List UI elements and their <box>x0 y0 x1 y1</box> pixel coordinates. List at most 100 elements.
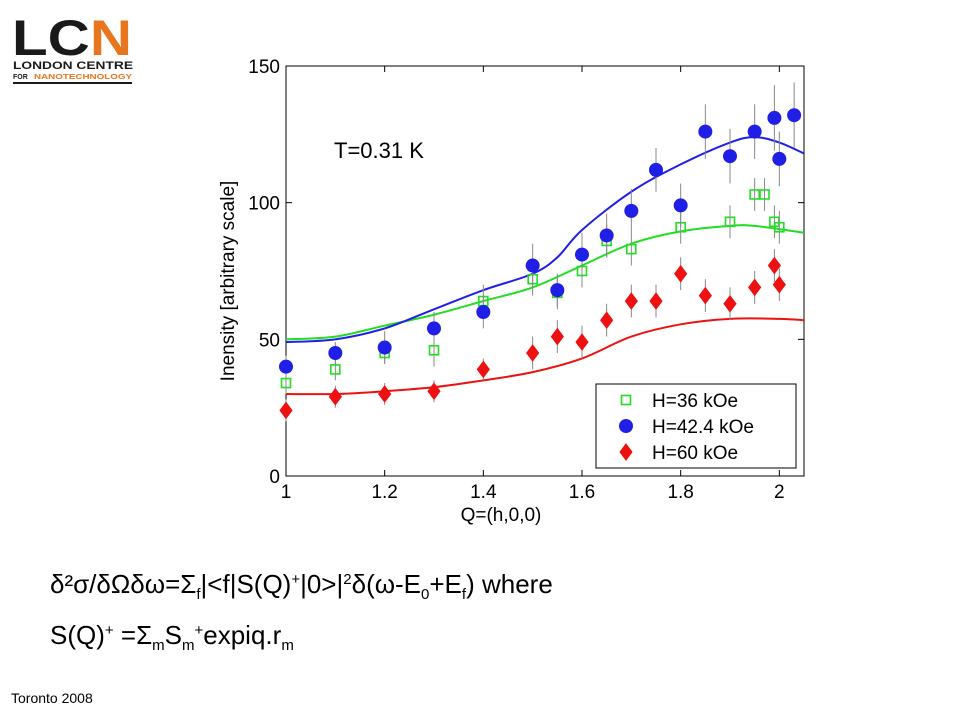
data-point-series-1 <box>673 198 688 213</box>
data-point-series-2 <box>550 327 564 346</box>
y-axis-label: Inensity [arbitrary scale] <box>218 181 239 382</box>
data-point-series-1 <box>427 321 441 336</box>
data-point-series-1 <box>599 228 614 243</box>
data-point-series-2 <box>427 382 441 401</box>
data-point-series-2 <box>600 311 614 330</box>
data-point-series-0 <box>330 364 341 375</box>
legend-label-1: H=42.4 kOe <box>652 417 754 438</box>
plot-frame <box>285 65 805 477</box>
data-point-series-1 <box>698 124 713 139</box>
x-axis-label: Q=(h,0,0) <box>461 505 542 526</box>
data-point-series-0 <box>749 189 760 200</box>
formula2-s: S <box>164 620 182 650</box>
formula2-sup-plus2: + <box>194 622 204 639</box>
logo-line1: LONDON CENTRE <box>13 60 133 72</box>
formula2-sub-m: m <box>152 637 165 654</box>
formula-sigma: Σ <box>180 569 197 599</box>
x-tick-label: 2 <box>774 482 785 503</box>
data-point-series-0 <box>724 216 736 228</box>
data-point-series-2 <box>698 286 712 305</box>
formula2-eq: = <box>113 620 137 650</box>
formula2-sup-plus: + <box>104 622 114 639</box>
legend-label-2: H=60 kOe <box>652 443 738 464</box>
data-point-series-0 <box>774 221 785 233</box>
data-point-series-1 <box>723 149 737 164</box>
y-tick-label: 0 <box>269 467 280 488</box>
x-tick-label: 1.4 <box>470 482 497 503</box>
formula-bra: |<f|S(Q) <box>200 569 292 599</box>
y-tick-label: 50 <box>259 330 280 351</box>
data-point-series-2 <box>772 275 786 294</box>
data-point-series-2 <box>575 333 589 351</box>
formula-sub-f: f <box>196 586 201 603</box>
formula-where: ) where <box>466 569 553 599</box>
data-point-series-1 <box>649 162 663 177</box>
operator-formula: S(Q)+ =ΣmSm+expiq.rm <box>50 622 294 653</box>
formula2-sub-m2: m <box>182 637 195 654</box>
data-point-series-1 <box>279 359 293 374</box>
legend-marker-2 <box>619 443 633 461</box>
data-point-series-0 <box>626 243 637 255</box>
chart-svg: 1 1.2 1.4 1.6 1.8 2 0 50 100 150 Q=(h,0,0) Inensity… <box>218 57 805 526</box>
logo-underline <box>13 82 132 84</box>
fit-curve-1 <box>285 136 805 344</box>
formula2-sigma: Σ <box>136 620 153 650</box>
data-point-series-0 <box>759 189 770 200</box>
data-point-series-2 <box>328 387 342 406</box>
legend-marker-0 <box>620 394 632 406</box>
data-point-series-2 <box>767 256 782 275</box>
x-tick-label: 1 <box>281 482 292 503</box>
data-point-series-2 <box>624 292 638 310</box>
data-point-series-1 <box>476 305 491 319</box>
data-point-series-2 <box>723 294 737 313</box>
footer-text: Toronto 2008 <box>11 690 93 706</box>
formula-sub-0: 0 <box>421 586 430 603</box>
data-point-series-2 <box>378 385 392 403</box>
logo-line2-prefix: FOR <box>13 74 28 81</box>
data-point-series-1 <box>767 110 782 125</box>
formula-plus: + <box>291 571 301 588</box>
data-point-series-2 <box>526 344 540 362</box>
y-tick-label: 150 <box>248 57 280 78</box>
data-point-series-0 <box>428 344 440 356</box>
formula-delta: δ(ω-E <box>351 569 422 599</box>
formula2-sub-m3: m <box>281 637 294 654</box>
formula2-expr: expiq.r <box>203 620 282 650</box>
legend-marker-1 <box>619 419 633 433</box>
y-tick-label: 100 <box>248 194 280 215</box>
legend-label-0: H=36 kOe <box>652 391 738 412</box>
data-point-series-2 <box>674 264 688 283</box>
data-point-series-2 <box>748 278 762 297</box>
formula-square: 2 <box>343 571 352 588</box>
logo-letter-accent: N <box>90 10 132 66</box>
logo-line2-rest: NANOTECHNOLOGY <box>34 74 132 81</box>
temperature-annotation: T=0.31 K <box>334 138 424 163</box>
data-point-series-2 <box>476 360 490 379</box>
x-tick-label: 1.8 <box>667 482 693 503</box>
data-point-series-2 <box>279 401 293 420</box>
data-point-series-1 <box>772 151 787 166</box>
formula-ket: |0>| <box>300 569 344 599</box>
formula2-lhs: S(Q) <box>50 620 105 650</box>
data-point-series-2 <box>649 292 663 310</box>
fit-curve-0 <box>285 224 805 341</box>
data-point-series-1 <box>377 340 392 355</box>
data-point-series-1 <box>624 203 639 218</box>
logo-letters: LC N <box>12 10 132 66</box>
x-tick-label: 1.2 <box>371 482 397 503</box>
data-point-series-1 <box>525 258 540 273</box>
data-point-series-0 <box>280 377 292 389</box>
formula-lhs: δ²σ/δΩδω= <box>50 569 181 599</box>
formula-sub-f2: f <box>461 586 467 603</box>
cross-section-formula: δ²σ/δΩδω=Σf|<f|S(Q)+|0>|2δ(ω-E0+Ef) wher… <box>50 571 553 602</box>
data-point-series-1 <box>575 247 589 262</box>
x-tick-label: 1.6 <box>569 482 595 503</box>
logo-letters-dark: LC <box>12 10 90 66</box>
lcn-logo: LC N LONDON CENTRE FOR NANOTECHNOLOGY <box>10 8 140 88</box>
data-point-series-1 <box>787 108 802 123</box>
formula-plus-e: +E <box>429 569 462 599</box>
data-point-series-1 <box>328 346 343 360</box>
data-point-series-1 <box>747 124 762 139</box>
data-point-series-1 <box>550 283 565 298</box>
intensity-chart: 1 1.2 1.4 1.6 1.8 2 0 50 100 150 Q=(h,0,0) Inensity… <box>200 52 820 532</box>
